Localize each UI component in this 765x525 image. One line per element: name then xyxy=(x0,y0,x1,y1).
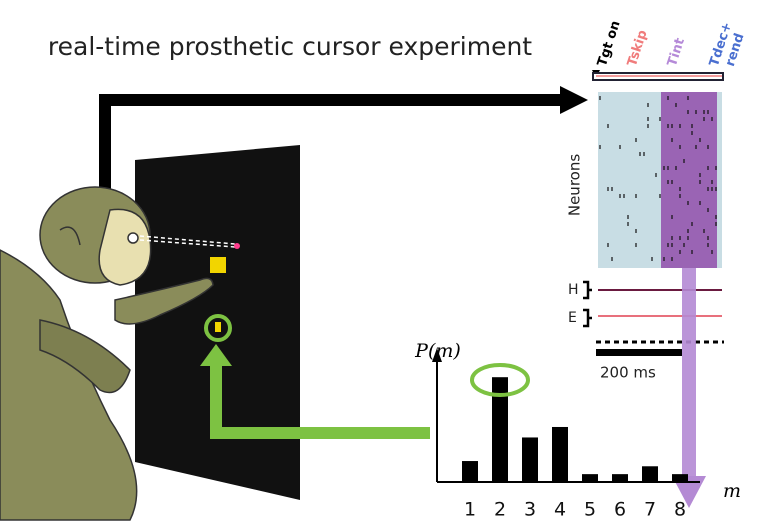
tint-window xyxy=(661,92,717,268)
bar xyxy=(582,474,598,482)
hist-y-label: P(m) xyxy=(414,340,461,362)
purple-arrow xyxy=(682,268,696,478)
bracket xyxy=(583,310,592,326)
x-tick-label: 6 xyxy=(614,499,626,521)
x-tick-label: 3 xyxy=(524,499,536,521)
cursor xyxy=(215,322,221,332)
gaze-point xyxy=(234,243,240,249)
arrow-head xyxy=(560,86,588,114)
x-tick-label: 8 xyxy=(674,499,686,521)
x-tick-label: 4 xyxy=(554,499,566,521)
event-label: Tgt on xyxy=(595,19,624,68)
bar xyxy=(612,474,628,482)
hist-x-label: m xyxy=(723,480,741,502)
trace-label: H xyxy=(568,282,579,298)
target xyxy=(210,257,226,273)
trace-label: E xyxy=(568,310,577,326)
y-label: Neurons xyxy=(566,154,584,216)
bracket xyxy=(583,282,592,298)
scale-label: 200 ms xyxy=(600,364,656,382)
bar xyxy=(462,461,478,482)
bar xyxy=(522,437,538,482)
figure: real-time prosthetic cursor experiment T… xyxy=(0,0,765,525)
x-tick-label: 1 xyxy=(464,499,476,521)
event-label: Tint xyxy=(665,36,688,68)
scale-bar xyxy=(596,349,682,356)
bar xyxy=(642,466,658,482)
x-tick-label: 7 xyxy=(644,499,656,521)
title: real-time prosthetic cursor experiment xyxy=(48,32,532,61)
bar xyxy=(552,427,568,482)
bar xyxy=(672,474,688,482)
x-tick-label: 5 xyxy=(584,499,596,521)
x-tick-label: 2 xyxy=(494,499,506,521)
event-label: Tskip xyxy=(625,28,651,68)
